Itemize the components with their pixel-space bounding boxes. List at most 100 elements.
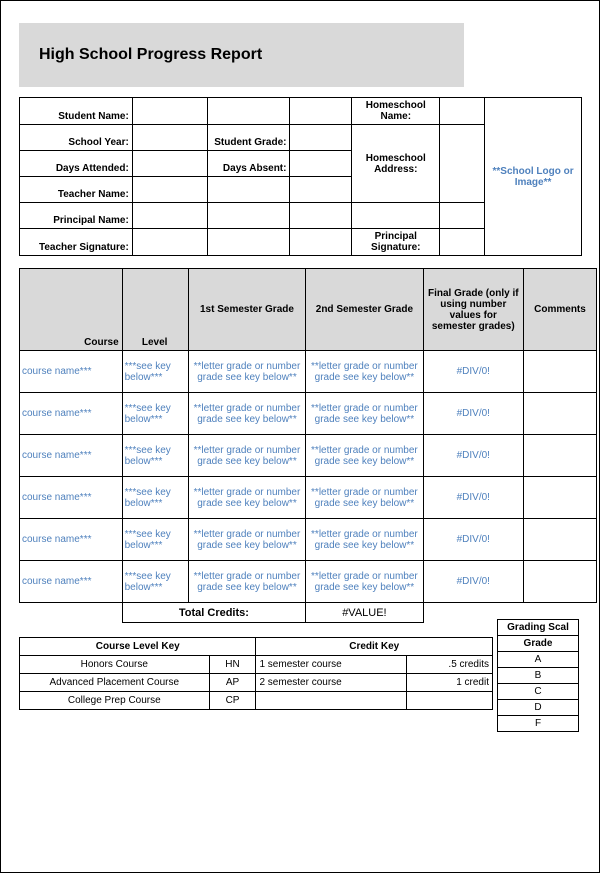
days-attended-label: Days Attended: [20, 151, 133, 177]
course-sem1[interactable]: **letter grade or number grade see key b… [188, 477, 305, 519]
ck-name-0: 1 semester course [256, 656, 407, 674]
school-year-label: School Year: [20, 125, 133, 151]
course-sem1[interactable]: **letter grade or number grade see key b… [188, 435, 305, 477]
course-final: #DIV/0! [423, 435, 523, 477]
empty-cell [352, 203, 440, 229]
course-sem2[interactable]: **letter grade or number grade see key b… [306, 561, 423, 603]
days-attended-value[interactable] [132, 151, 207, 177]
course-sem1[interactable]: **letter grade or number grade see key b… [188, 561, 305, 603]
course-row: course name*** ***see key below*** **let… [20, 435, 597, 477]
school-logo-cell[interactable]: **School Logo or Image** [485, 98, 582, 256]
course-row: course name*** ***see key below*** **let… [20, 477, 597, 519]
ck-name-1: 2 semester course [256, 674, 407, 692]
principal-name-label: Principal Name: [20, 203, 133, 229]
course-name[interactable]: course name*** [20, 393, 123, 435]
student-name-value[interactable] [132, 98, 207, 125]
course-header-row: Course Level 1st Semester Grade 2nd Seme… [20, 269, 597, 351]
course-level[interactable]: ***see key below*** [122, 477, 188, 519]
homeschool-address-value[interactable] [440, 125, 485, 203]
header-sem2: 2nd Semester Grade [306, 269, 423, 351]
course-final: #DIV/0! [423, 477, 523, 519]
grading-header-1: Grading Scal [498, 620, 579, 636]
course-table: Course Level 1st Semester Grade 2nd Seme… [19, 268, 597, 623]
course-name[interactable]: course name*** [20, 351, 123, 393]
page: High School Progress Report Student Name… [0, 0, 600, 873]
empty-cell [207, 98, 290, 125]
student-name-label: Student Name: [20, 98, 133, 125]
clk-code-1: AP [209, 674, 256, 692]
course-sem1[interactable]: **letter grade or number grade see key b… [188, 519, 305, 561]
grade-d: D [498, 700, 579, 716]
course-level[interactable]: ***see key below*** [122, 393, 188, 435]
empty-cell [440, 203, 485, 229]
course-row: course name*** ***see key below*** **let… [20, 351, 597, 393]
empty-cell [207, 203, 290, 229]
homeschool-name-label: Homeschool Name: [352, 98, 440, 125]
teacher-signature-label: Teacher Signature: [20, 229, 133, 256]
course-name[interactable]: course name*** [20, 477, 123, 519]
school-year-value[interactable] [132, 125, 207, 151]
homeschool-name-value[interactable] [440, 98, 485, 125]
grade-f: F [498, 716, 579, 732]
course-name[interactable]: course name*** [20, 435, 123, 477]
course-sem2[interactable]: **letter grade or number grade see key b… [306, 351, 423, 393]
empty-cell [290, 98, 352, 125]
course-level[interactable]: ***see key below*** [122, 351, 188, 393]
grade-c: C [498, 684, 579, 700]
empty-cell [207, 229, 290, 256]
clk-name-0: Honors Course [20, 656, 210, 674]
days-absent-label: Days Absent: [207, 151, 290, 177]
teacher-signature-value[interactable] [132, 229, 207, 256]
teacher-name-value[interactable] [132, 177, 207, 203]
course-level[interactable]: ***see key below*** [122, 561, 188, 603]
clk-name-2: College Prep Course [20, 692, 210, 710]
ck-name-2 [256, 692, 407, 710]
course-comments[interactable] [523, 393, 596, 435]
course-name[interactable]: course name*** [20, 561, 123, 603]
course-sem2[interactable]: **letter grade or number grade see key b… [306, 435, 423, 477]
clk-code-2: CP [209, 692, 256, 710]
empty-cell [290, 203, 352, 229]
course-comments[interactable] [523, 435, 596, 477]
course-level[interactable]: ***see key below*** [122, 519, 188, 561]
course-sem1[interactable]: **letter grade or number grade see key b… [188, 351, 305, 393]
course-final: #DIV/0! [423, 561, 523, 603]
header-sem1: 1st Semester Grade [188, 269, 305, 351]
principal-name-value[interactable] [132, 203, 207, 229]
course-comments[interactable] [523, 351, 596, 393]
empty-cell [290, 177, 352, 203]
header-course: Course [20, 269, 123, 351]
empty-cell [290, 229, 352, 256]
title-band: High School Progress Report [19, 23, 464, 87]
grade-a: A [498, 652, 579, 668]
course-comments[interactable] [523, 561, 596, 603]
school-logo-text: **School Logo or Image** [492, 166, 573, 188]
days-absent-value[interactable] [290, 151, 352, 177]
principal-signature-value[interactable] [440, 229, 485, 256]
course-sem1[interactable]: **letter grade or number grade see key b… [188, 393, 305, 435]
principal-signature-label: Principal Signature: [352, 229, 440, 256]
grade-b: B [498, 668, 579, 684]
total-credits-value: #VALUE! [306, 603, 423, 623]
course-comments[interactable] [523, 477, 596, 519]
info-table: Student Name: Homeschool Name: **School … [19, 97, 582, 256]
course-sem2[interactable]: **letter grade or number grade see key b… [306, 519, 423, 561]
ck-val-1: 1 credit [407, 674, 493, 692]
empty-cell [20, 603, 123, 623]
teacher-name-label: Teacher Name: [20, 177, 133, 203]
course-name[interactable]: course name*** [20, 519, 123, 561]
course-comments[interactable] [523, 519, 596, 561]
clk-code-0: HN [209, 656, 256, 674]
ck-val-2 [407, 692, 493, 710]
course-sem2[interactable]: **letter grade or number grade see key b… [306, 477, 423, 519]
page-title: High School Progress Report [39, 46, 262, 64]
clk-name-1: Advanced Placement Course [20, 674, 210, 692]
header-final: Final Grade (only if using number values… [423, 269, 523, 351]
ck-val-0: .5 credits [407, 656, 493, 674]
student-grade-value[interactable] [290, 125, 352, 151]
course-level[interactable]: ***see key below*** [122, 435, 188, 477]
homeschool-address-label: Homeschool Address: [352, 125, 440, 203]
course-sem2[interactable]: **letter grade or number grade see key b… [306, 393, 423, 435]
grading-header-2: Grade [498, 636, 579, 652]
header-comments: Comments [523, 269, 596, 351]
